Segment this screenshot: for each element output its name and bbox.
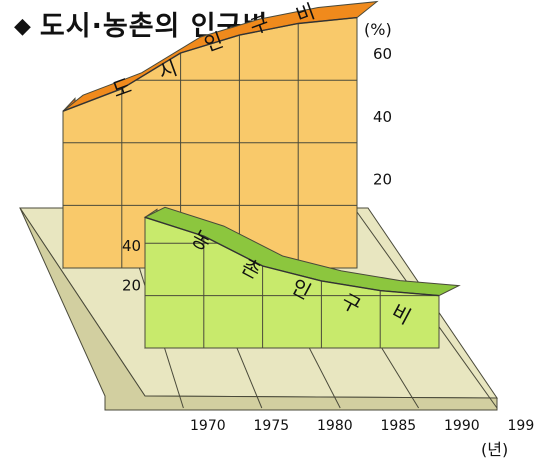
x-tick-label: 1990 [444,418,480,434]
floor-edge [19,207,498,411]
urban-y-tick-label: 80 [373,0,392,1]
x-tick-label: 1980 [317,418,353,434]
x-tick-label: 1992 [508,418,535,434]
y-unit-label: (%) [364,20,392,39]
rural-y-tick-label: 40 [122,237,141,255]
urban-y-tick-label: 60 [373,45,392,63]
rural-series-line [144,216,440,297]
diamond-bullet-icon: ◆ [14,14,32,39]
urban-y-tick-label: 20 [373,170,392,188]
urban-y-tick-label: 40 [373,108,392,126]
x-tick-label: 1975 [254,418,290,434]
urban-series-line [62,16,358,112]
x-unit-label: (년) [481,440,509,459]
rural-y-tick-label: 20 [122,277,141,295]
x-tick-label: 1985 [381,418,417,434]
x-tick-label: 1970 [190,418,226,434]
